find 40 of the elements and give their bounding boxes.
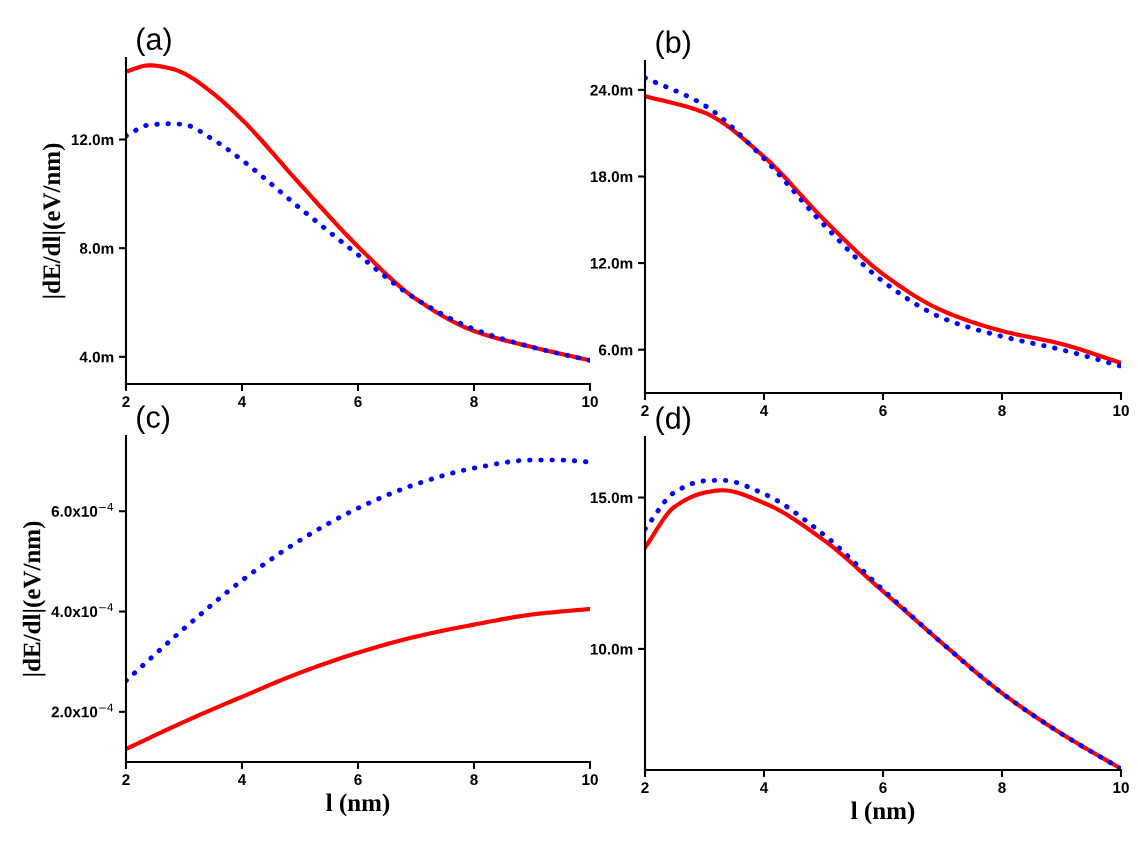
x-tick-label: 2 (641, 405, 649, 416)
y-tick-label: 8.0m (79, 243, 114, 254)
x-tick-label: 10 (582, 396, 598, 408)
chart-title: (d) (656, 406, 690, 435)
x-tick-label: 8 (998, 405, 1006, 417)
y-tick-label: 4.0m (79, 351, 114, 363)
x-tick-label: 2 (122, 774, 130, 785)
x-tick-label: 8 (470, 396, 478, 408)
y-tick-label: 6.0x10$^{−4}$ (51, 503, 114, 517)
x-tick-label: 6 (879, 782, 887, 794)
x-tick-label: 8 (998, 782, 1006, 794)
y-tick-label: 2.0x10$^{−4}$ (51, 703, 114, 718)
y-tick-label: 12.0m (590, 257, 633, 269)
y-tick-label: 10.0m (590, 643, 633, 655)
x-axis-title: l (nm) (851, 801, 915, 825)
x-tick-label: 6 (354, 774, 362, 786)
y-tick-label: 18.0m (590, 171, 633, 183)
x-tick-label: 2 (122, 396, 130, 407)
x-tick-label: 2 (641, 782, 649, 793)
y-axis-title: |dE/dl|(eV/nm) (42, 143, 66, 298)
x-axis-title: l (nm) (326, 793, 390, 817)
x-tick-label: 4 (759, 782, 769, 793)
x-tick-label: 10 (1113, 782, 1129, 794)
chart-title: (c) (137, 405, 170, 434)
x-tick-label: 10 (1113, 405, 1129, 417)
y-tick-label: 6.0m (598, 344, 633, 356)
y-tick-label: 4.0x10$^{−4}$ (51, 603, 114, 618)
y-tick-label: 15.0m (590, 492, 633, 504)
x-tick-label: 4 (759, 405, 769, 416)
y-tick-label: 24.0m (590, 84, 633, 96)
x-tick-label: 4 (237, 396, 247, 407)
x-tick-label: 6 (354, 396, 362, 408)
x-tick-label: 4 (237, 774, 247, 785)
x-tick-label: 8 (470, 774, 478, 786)
chart-title: (a) (137, 27, 171, 56)
y-axis-title: |dE/dl|(eV/nm) (22, 521, 46, 676)
chart-title: (b) (656, 30, 690, 59)
y-tick-label: 12.0m (71, 134, 114, 146)
x-tick-label: 6 (879, 405, 887, 417)
x-tick-label: 10 (582, 774, 598, 786)
